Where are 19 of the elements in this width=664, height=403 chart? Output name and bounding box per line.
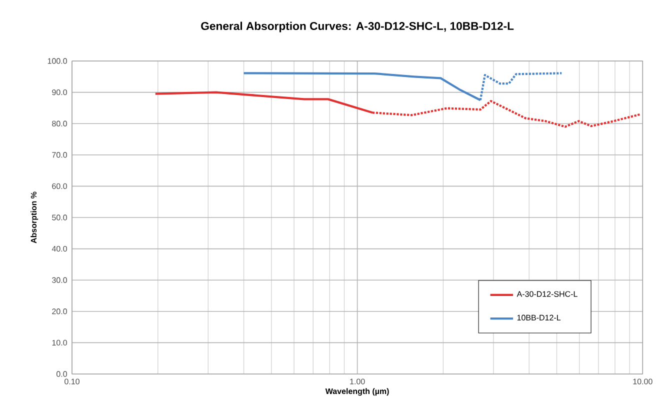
y-tick-label: 50.0 (52, 214, 67, 220)
y-tick-label: 70.0 (52, 152, 67, 158)
y-tick-label: 20.0 (52, 308, 67, 314)
x-tick-label: 10.00 (633, 378, 652, 384)
y-tick-label: 40.0 (52, 246, 67, 252)
y-tick-label: 0.0 (56, 371, 67, 377)
legend-label: 10BB-D12-L (517, 314, 561, 320)
chart-title: General Absorption Curves: A-30-D12-SHC-L, 10BB-D12-L (201, 22, 514, 32)
y-tick-label: 100.0 (48, 58, 67, 64)
legend-label: A-30-D12-SHC-L (516, 291, 578, 297)
y-tick-label: 90.0 (52, 89, 67, 96)
x-tick-label: 1.00 (350, 378, 365, 384)
y-tick-label: 80.0 (52, 120, 67, 126)
y-tick-label: 60.0 (52, 183, 67, 190)
y-axis-title: Absorption % (30, 192, 38, 244)
x-tick-label: 0.10 (64, 378, 80, 384)
y-tick-label: 10.0 (52, 340, 67, 346)
x-axis-title: Wavelength (µm) (325, 388, 389, 396)
y-tick-label: 30.0 (52, 277, 67, 283)
